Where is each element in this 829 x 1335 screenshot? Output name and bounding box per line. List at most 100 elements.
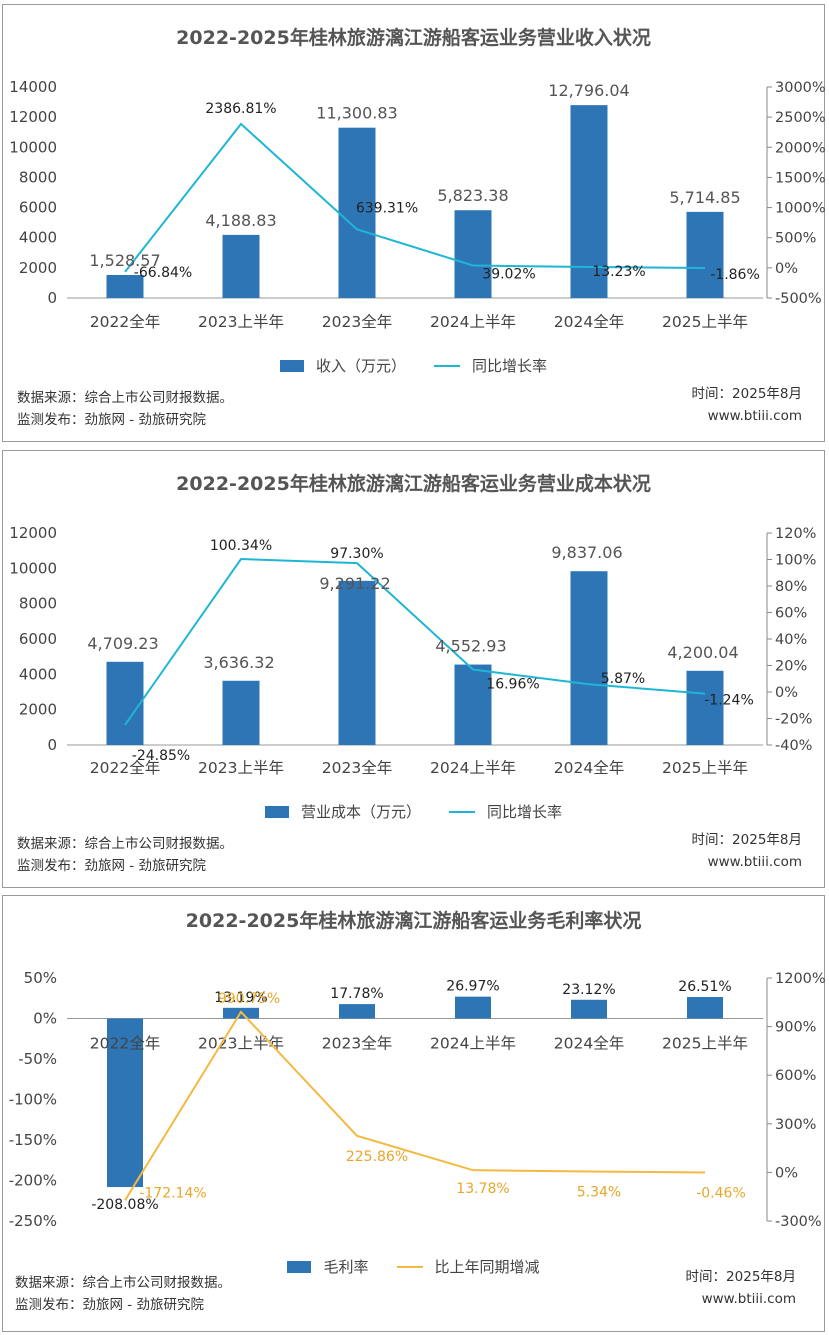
- y-left-tick-label: 2000: [19, 259, 57, 277]
- category-label: 2023上半年: [198, 313, 284, 331]
- bar: [222, 234, 260, 298]
- margin-chart: -250% -200% -150% -100% -50% 0% 50% -300% 0% 300%…: [9, 969, 826, 1230]
- publisher-text: 监测发布：劲旅网 - 劲旅研究院: [17, 858, 206, 874]
- y-right-tick-label: 80%: [775, 579, 807, 595]
- publisher-text: 监测发布：劲旅网 - 劲旅研究院: [17, 412, 206, 428]
- category-label: 2023全年: [322, 759, 392, 777]
- category-label: 2025上半年: [662, 1035, 748, 1053]
- y-right-tick-label: 2500%: [775, 110, 826, 126]
- bar-data-label: 12,796.04: [548, 81, 629, 100]
- chart-title: 2022-2025年桂林旅游漓江游船客运业务毛利率状况: [185, 910, 642, 932]
- bar-data-label: 11,300.83: [316, 104, 397, 123]
- chart-legend: 营业成本（万元） 同比增长率: [3, 801, 824, 822]
- y-right-tick-label: -500%: [775, 291, 822, 307]
- cost-chart: 0 2000 4000 6000 8000 10000 12000 -40% -20% 0% 20%…: [9, 524, 816, 777]
- line-data-label: 97.30%: [330, 546, 383, 562]
- y-right-tick-label: -40%: [775, 738, 812, 754]
- bar: [338, 580, 376, 745]
- y-right-tick-label: -20%: [775, 712, 812, 728]
- bar-data-label: 26.97%: [446, 979, 499, 995]
- y-left-tick-label: -250%: [9, 1212, 57, 1230]
- line-data-label: -1.86%: [710, 267, 760, 283]
- growth-line: [124, 122, 706, 273]
- y-left-tick-label: 10000: [9, 559, 57, 577]
- bar-data-label: 9,837.06: [551, 543, 622, 562]
- legend-line-swatch: [434, 364, 460, 367]
- legend-line-swatch: [449, 810, 475, 813]
- line-data-label: 13.23%: [592, 264, 645, 280]
- date-text: 时间：2025年8月: [685, 1269, 796, 1285]
- footer-right: 时间：2025年8月 www.btiii.com: [686, 1266, 796, 1310]
- category-label: 2022全年: [90, 1035, 160, 1053]
- site-text: www.btiii.com: [707, 854, 802, 870]
- site-text: www.btiii.com: [707, 408, 802, 424]
- category-label: 2023全年: [322, 313, 392, 331]
- bar-data-label: 5,714.85: [669, 188, 740, 207]
- y-left-tick-label: 0: [47, 736, 57, 754]
- revenue-chart: 0 2000 4000 6000 8000 10000 12000 14000 -500% 0% 5…: [9, 78, 826, 331]
- y-left-tick-label: 12000: [9, 108, 57, 126]
- bar-data-label: 17.78%: [330, 986, 383, 1002]
- bar-data-label: 4,552.93: [435, 637, 506, 656]
- publisher-text: 监测发布：劲旅网 - 劲旅研究院: [15, 1297, 204, 1313]
- category-label: 2024上半年: [430, 1035, 516, 1053]
- margin-chart-panel: 2022-2025年桂林旅游漓江游船客运业务毛利率状况 -250% -200% -1…: [2, 895, 826, 1332]
- category-label: 2024上半年: [430, 313, 516, 331]
- line-data-label: 990.75%: [218, 991, 280, 1007]
- bar-data-label: 5,823.38: [437, 186, 508, 205]
- line-data-label: 39.02%: [482, 267, 535, 283]
- y-right-tick-label: 120%: [775, 526, 816, 542]
- y-left-tick-label: 0: [47, 289, 57, 307]
- legend-bar-label: 毛利率: [323, 1258, 369, 1276]
- y-right-tick-label: 0%: [775, 685, 798, 701]
- source-text: 数据来源：综合上市公司财报数据。: [17, 836, 233, 852]
- chart-legend: 收入（万元） 同比增长率: [3, 355, 824, 376]
- category-label: 2024全年: [554, 313, 624, 331]
- growth-line: [124, 1010, 706, 1201]
- line-data-label: 5.34%: [577, 1185, 621, 1201]
- bar: [570, 571, 608, 745]
- footer-left: 数据来源：综合上市公司财报数据。 监测发布：劲旅网 - 劲旅研究院: [15, 1272, 231, 1316]
- date-text: 时间：2025年8月: [691, 832, 802, 848]
- bar: [454, 210, 492, 298]
- y-left-tick-label: 12000: [9, 524, 57, 542]
- legend-line-swatch: [396, 1265, 423, 1268]
- bar: [455, 996, 491, 1019]
- y-left-tick-label: 0%: [33, 1010, 57, 1028]
- bar-data-label: 26.51%: [678, 979, 731, 995]
- line-data-label: -24.85%: [132, 748, 190, 764]
- line-data-label: 2386.81%: [205, 101, 276, 117]
- category-label: 2024全年: [554, 1035, 624, 1053]
- bar-data-label: 3,636.32: [203, 653, 274, 672]
- y-left-tick-label: 50%: [24, 969, 57, 987]
- footer-left: 数据来源：综合上市公司财报数据。 监测发布：劲旅网 - 劲旅研究院: [17, 833, 233, 877]
- growth-line: [124, 558, 706, 726]
- y-left-tick-label: 4000: [19, 665, 57, 683]
- y-left-tick-label: -100%: [9, 1091, 57, 1109]
- line-data-label: -172.14%: [139, 1185, 206, 1201]
- bar-data-label: 4,200.04: [667, 643, 738, 662]
- line-data-label: 225.86%: [346, 1149, 408, 1165]
- bar: [454, 664, 492, 745]
- category-label: 2023全年: [322, 1035, 392, 1053]
- y-left-tick-label: 8000: [19, 168, 57, 186]
- y-left-tick-label: 10000: [9, 138, 57, 156]
- bar: [571, 999, 607, 1019]
- y-left-tick-label: 2000: [19, 701, 57, 719]
- category-label: 2025上半年: [662, 759, 748, 777]
- footer-right: 时间：2025年8月 www.btiii.com: [692, 383, 802, 427]
- y-right-tick-label: 900%: [775, 1020, 816, 1036]
- y-right-tick-label: 2000%: [775, 140, 826, 156]
- legend-line-label: 同比增长率: [487, 803, 563, 821]
- y-right-tick-label: 100%: [775, 553, 816, 569]
- legend-bar-swatch: [279, 359, 304, 372]
- y-left-tick-label: -150%: [9, 1131, 57, 1149]
- bar: [106, 661, 144, 745]
- bar-data-label: 9,291.22: [319, 574, 390, 593]
- y-right-tick-label: 1000%: [775, 201, 826, 217]
- line-data-label: 5.87%: [601, 671, 645, 687]
- y-left-tick-label: -50%: [18, 1050, 57, 1068]
- bar-data-label: -208.08%: [91, 1197, 158, 1213]
- legend-bar-swatch: [264, 805, 289, 818]
- bar: [339, 1004, 375, 1019]
